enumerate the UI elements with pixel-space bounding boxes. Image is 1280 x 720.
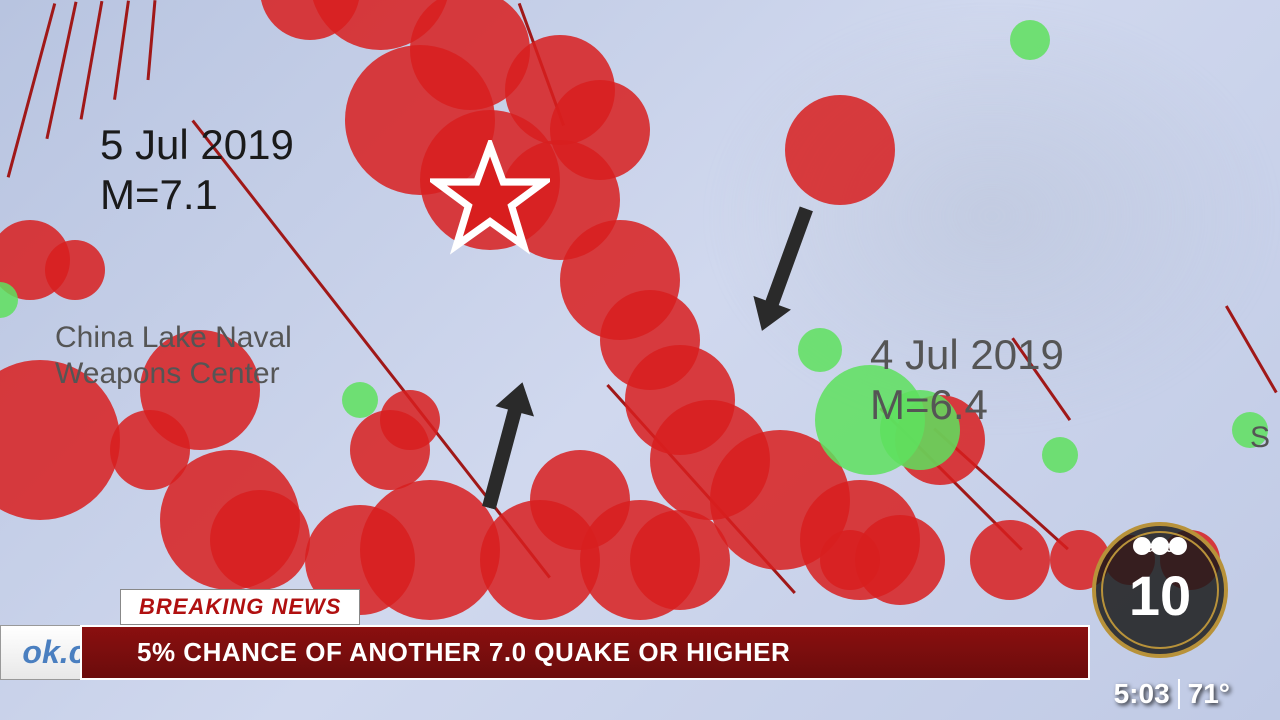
divider: [1178, 679, 1180, 709]
lower-third: ok.co BREAKING NEWS 5% CHANCE OF ANOTHER…: [0, 590, 1280, 680]
temperature: 71°: [1188, 678, 1230, 710]
clock-time: 5:03: [1114, 678, 1170, 710]
fault-line: [147, 0, 157, 80]
seismic-event-green: [1010, 20, 1050, 60]
time-temp-bug: 5:03 71°: [1114, 678, 1230, 710]
event1-magnitude: M=7.1: [100, 170, 294, 220]
location-line1: China Lake Naval: [55, 320, 292, 356]
seismic-event-green: [1042, 437, 1078, 473]
location-line2: Weapons Center: [55, 356, 292, 392]
seismic-event-red: [820, 530, 880, 590]
seismic-event-red: [785, 95, 895, 205]
seismic-event-red: [210, 490, 310, 590]
breaking-news-tab: BREAKING NEWS: [120, 589, 360, 625]
seismic-event-green: [798, 328, 842, 372]
fault-line: [113, 0, 130, 99]
epicenter-star-icon: [430, 140, 550, 260]
event2-date: 4 Jul 2019: [870, 330, 1064, 380]
seismic-event-red: [45, 240, 105, 300]
fault-line: [80, 1, 104, 120]
fault-line: [7, 3, 56, 178]
partial-map-label: S: [1250, 420, 1270, 456]
event-label-main: 5 Jul 2019 M=7.1: [100, 120, 294, 221]
headline-text: 5% CHANCE OF ANOTHER 7.0 QUAKE OR HIGHER: [137, 637, 790, 668]
channel-number: 10: [1129, 564, 1191, 627]
station-logo: abc 10: [1090, 520, 1230, 660]
seismic-event-red: [380, 390, 440, 450]
location-label: China Lake Naval Weapons Center: [55, 320, 292, 392]
event-label-foreshock: 4 Jul 2019 M=6.4: [870, 330, 1064, 431]
event2-magnitude: M=6.4: [870, 380, 1064, 430]
seismic-event-red: [550, 80, 650, 180]
event1-date: 5 Jul 2019: [100, 120, 294, 170]
headline-bar: 5% CHANCE OF ANOTHER 7.0 QUAKE OR HIGHER: [80, 625, 1090, 680]
seismic-event-red: [970, 520, 1050, 600]
seismic-event-green: [342, 382, 378, 418]
